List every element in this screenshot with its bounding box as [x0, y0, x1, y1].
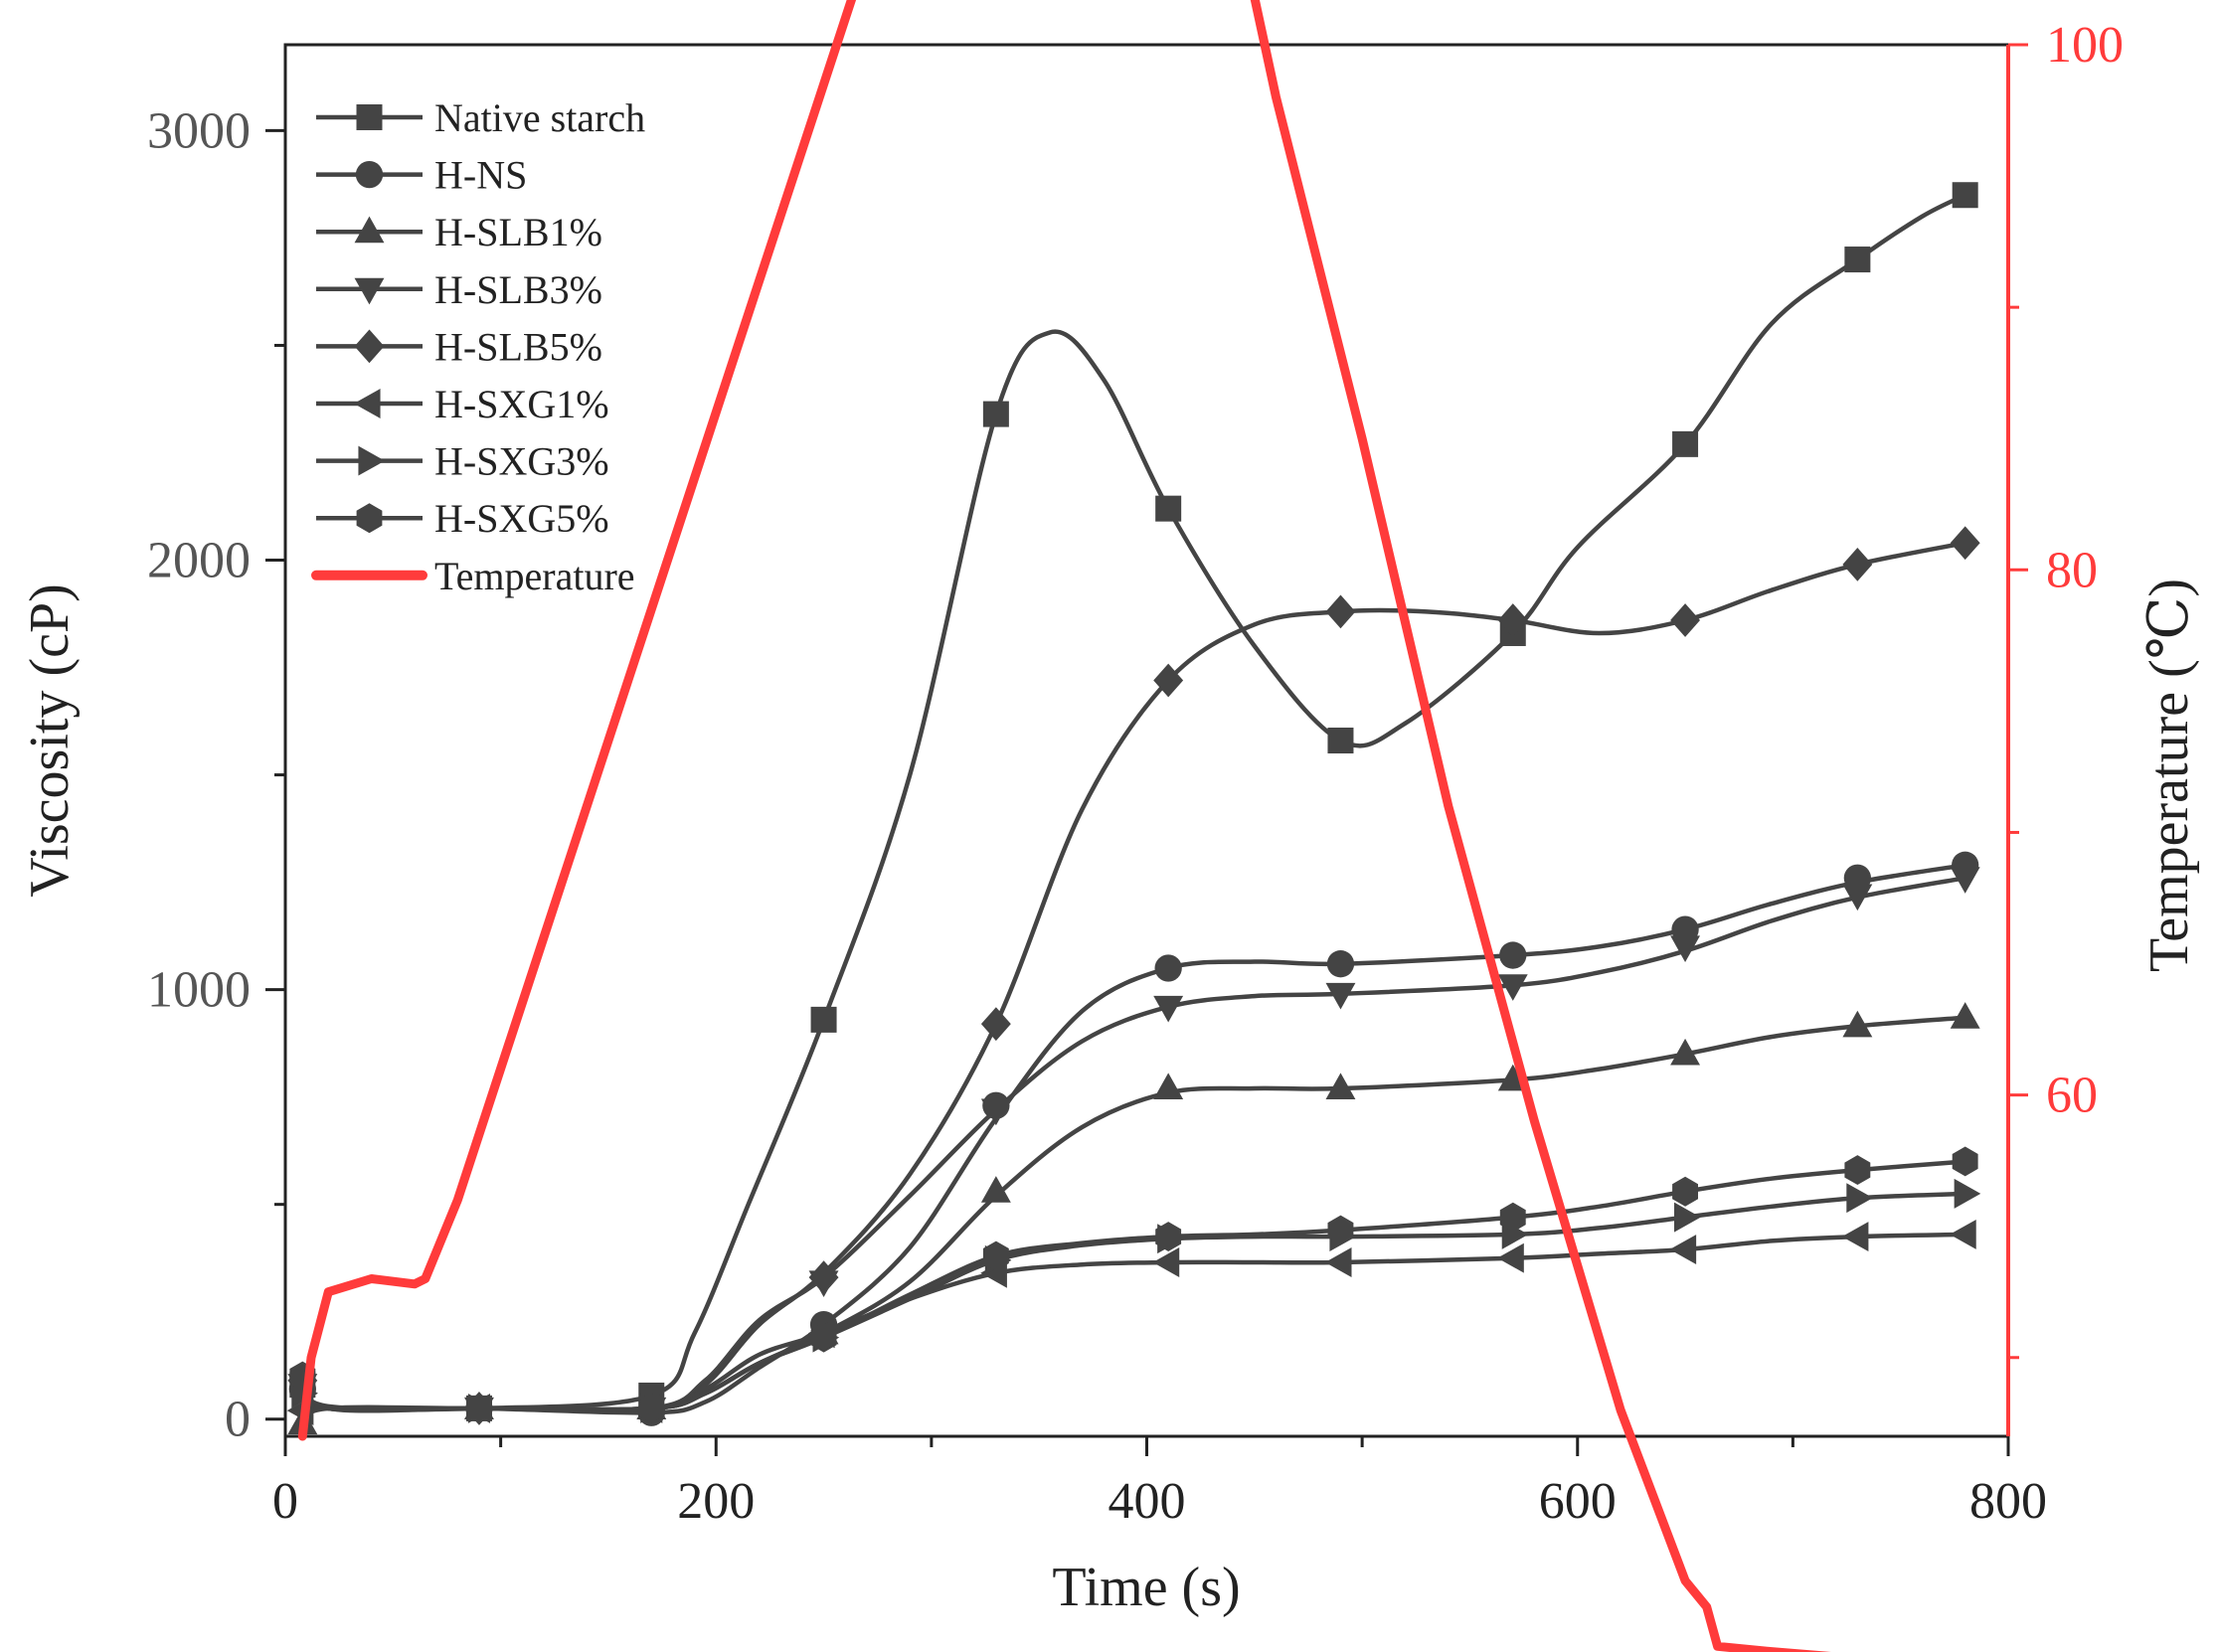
legend-marker	[353, 389, 381, 418]
data-point-h-slb5	[1842, 547, 1873, 581]
data-point-native-starch	[1155, 495, 1182, 522]
y-tick-label: 0	[225, 1392, 251, 1448]
data-point-h-sxg5	[1327, 1215, 1354, 1245]
legend-marker	[356, 104, 383, 130]
data-point-h-slb1	[1670, 1038, 1701, 1066]
data-point-h-sxg1	[1950, 1219, 1976, 1249]
legend-item-h-sxg5: H-SXG5%	[316, 496, 609, 541]
legend-marker	[358, 445, 386, 476]
legend-label: Native starch	[434, 95, 645, 140]
data-point-h-sxg3	[1954, 1178, 1981, 1209]
legend-item-native-starch: Native starch	[316, 95, 645, 140]
x-tick-label: 400	[1109, 1473, 1186, 1530]
data-point-h-sxg5	[1499, 1202, 1526, 1233]
legend-item-h-sxg3: H-SXG3%	[316, 439, 609, 484]
legend-item-h-sxg1: H-SXG1%	[316, 382, 609, 426]
data-point-h-slb3	[1325, 982, 1356, 1010]
series-layer	[286, 0, 1981, 1652]
y2-tick-label: 80	[2046, 542, 2098, 598]
legend-label: Temperature	[434, 554, 635, 598]
legend-item-h-slb1: H-SLB1%	[316, 210, 602, 254]
data-point-h-slb5	[808, 1260, 839, 1295]
legend-marker	[354, 216, 385, 244]
data-point-h-slb3	[1497, 974, 1528, 1001]
y2-axis-ticks: 60 80 100	[2006, 17, 2124, 1436]
data-point-h-slb3	[1153, 995, 1184, 1023]
y2-tick-label: 60	[2046, 1068, 2098, 1124]
data-point-h-sxg3	[1674, 1202, 1701, 1233]
data-point-native-starch	[1952, 182, 1978, 209]
series-temperature	[297, 0, 1831, 1652]
legend-label: H-SLB1%	[434, 210, 602, 254]
data-point-h-slb3	[980, 1098, 1011, 1126]
data-point-h-slb3	[1842, 884, 1873, 911]
data-point-h-sxg5	[1672, 1176, 1698, 1207]
data-point-h-sxg1	[1669, 1235, 1697, 1264]
data-point-h-sxg5	[982, 1240, 1009, 1271]
y-tick-label: 1000	[147, 962, 251, 1019]
data-point-h-sxg1	[1152, 1247, 1180, 1277]
legend-marker	[354, 329, 385, 364]
legend-item-temperature: Temperature	[311, 554, 635, 598]
y-axis-title: Viscosity (cP)	[19, 583, 81, 898]
legend-label: H-SLB3%	[434, 267, 602, 312]
legend-item-h-slb5: H-SLB5%	[316, 324, 602, 369]
data-point-h-sxg5	[1155, 1222, 1182, 1251]
data-point-native-starch	[1672, 430, 1699, 457]
data-point-h-sxg3	[1846, 1183, 1873, 1214]
y2-axis-title: Temperature (℃)	[2138, 578, 2200, 972]
data-point-native-starch	[1844, 247, 1871, 273]
legend-label: H-NS	[434, 153, 527, 198]
x-axis-title: Time (s)	[1052, 1557, 1240, 1618]
data-point-h-slb5	[980, 1007, 1011, 1042]
x-axis-ticks: 0 200 400 600 800	[272, 1436, 2047, 1530]
data-point-h-slb5	[1670, 603, 1701, 637]
data-point-h-slb5	[1950, 526, 1980, 561]
data-point-h-ns	[1499, 941, 1527, 969]
data-point-h-sxg1	[1324, 1247, 1352, 1277]
y2-tick-label: 100	[2046, 17, 2124, 74]
legend-label: H-SXG3%	[434, 439, 609, 484]
legend-marker	[354, 277, 385, 305]
y-tick-label: 3000	[147, 102, 251, 159]
data-point-h-slb3	[1950, 867, 1980, 894]
data-point-h-slb1	[1950, 1002, 1980, 1029]
data-point-h-sxg5	[466, 1394, 492, 1423]
series-line-temperature	[297, 0, 1831, 1652]
legend-marker	[356, 503, 383, 534]
legend-label: H-SXG5%	[434, 496, 609, 541]
data-point-h-ns	[1326, 950, 1355, 978]
y-tick-label: 2000	[147, 533, 251, 589]
data-point-native-starch	[982, 401, 1009, 427]
data-point-h-ns	[1154, 954, 1182, 982]
x-tick-label: 800	[1969, 1473, 2047, 1530]
data-point-h-sxg5	[1952, 1146, 1978, 1177]
data-point-h-slb3	[1670, 935, 1701, 963]
data-point-h-slb1	[1842, 1010, 1873, 1038]
data-point-h-slb1	[1325, 1073, 1356, 1100]
data-point-h-slb1	[980, 1176, 1011, 1203]
data-point-h-sxg1	[1497, 1242, 1524, 1273]
y-axis-ticks: 0 1000 2000 3000	[147, 102, 285, 1448]
data-point-h-slb5	[1325, 594, 1356, 629]
legend-label: H-SLB5%	[434, 324, 602, 369]
x-tick-label: 0	[272, 1473, 298, 1530]
data-point-h-slb5	[1497, 603, 1528, 637]
data-point-h-slb1	[1153, 1073, 1184, 1100]
data-point-native-starch	[1327, 728, 1354, 753]
data-point-h-sxg5	[810, 1322, 837, 1353]
legend-item-h-ns: H-NS	[316, 153, 527, 198]
data-point-h-sxg5	[638, 1394, 665, 1423]
data-point-h-sxg5	[1844, 1155, 1871, 1185]
legend-label: H-SXG1%	[434, 382, 609, 426]
x-tick-label: 600	[1539, 1473, 1617, 1530]
data-point-h-slb5	[1153, 663, 1184, 698]
x-tick-label: 200	[677, 1473, 755, 1530]
legend-item-h-slb3: H-SLB3%	[316, 267, 602, 312]
legend: Native starch H-NS H-SLB1% H-SLB3% H-SLB5% H-…	[311, 95, 645, 598]
data-point-h-sxg1	[1841, 1222, 1869, 1252]
legend-marker	[355, 160, 384, 189]
data-point-native-starch	[810, 1006, 837, 1033]
